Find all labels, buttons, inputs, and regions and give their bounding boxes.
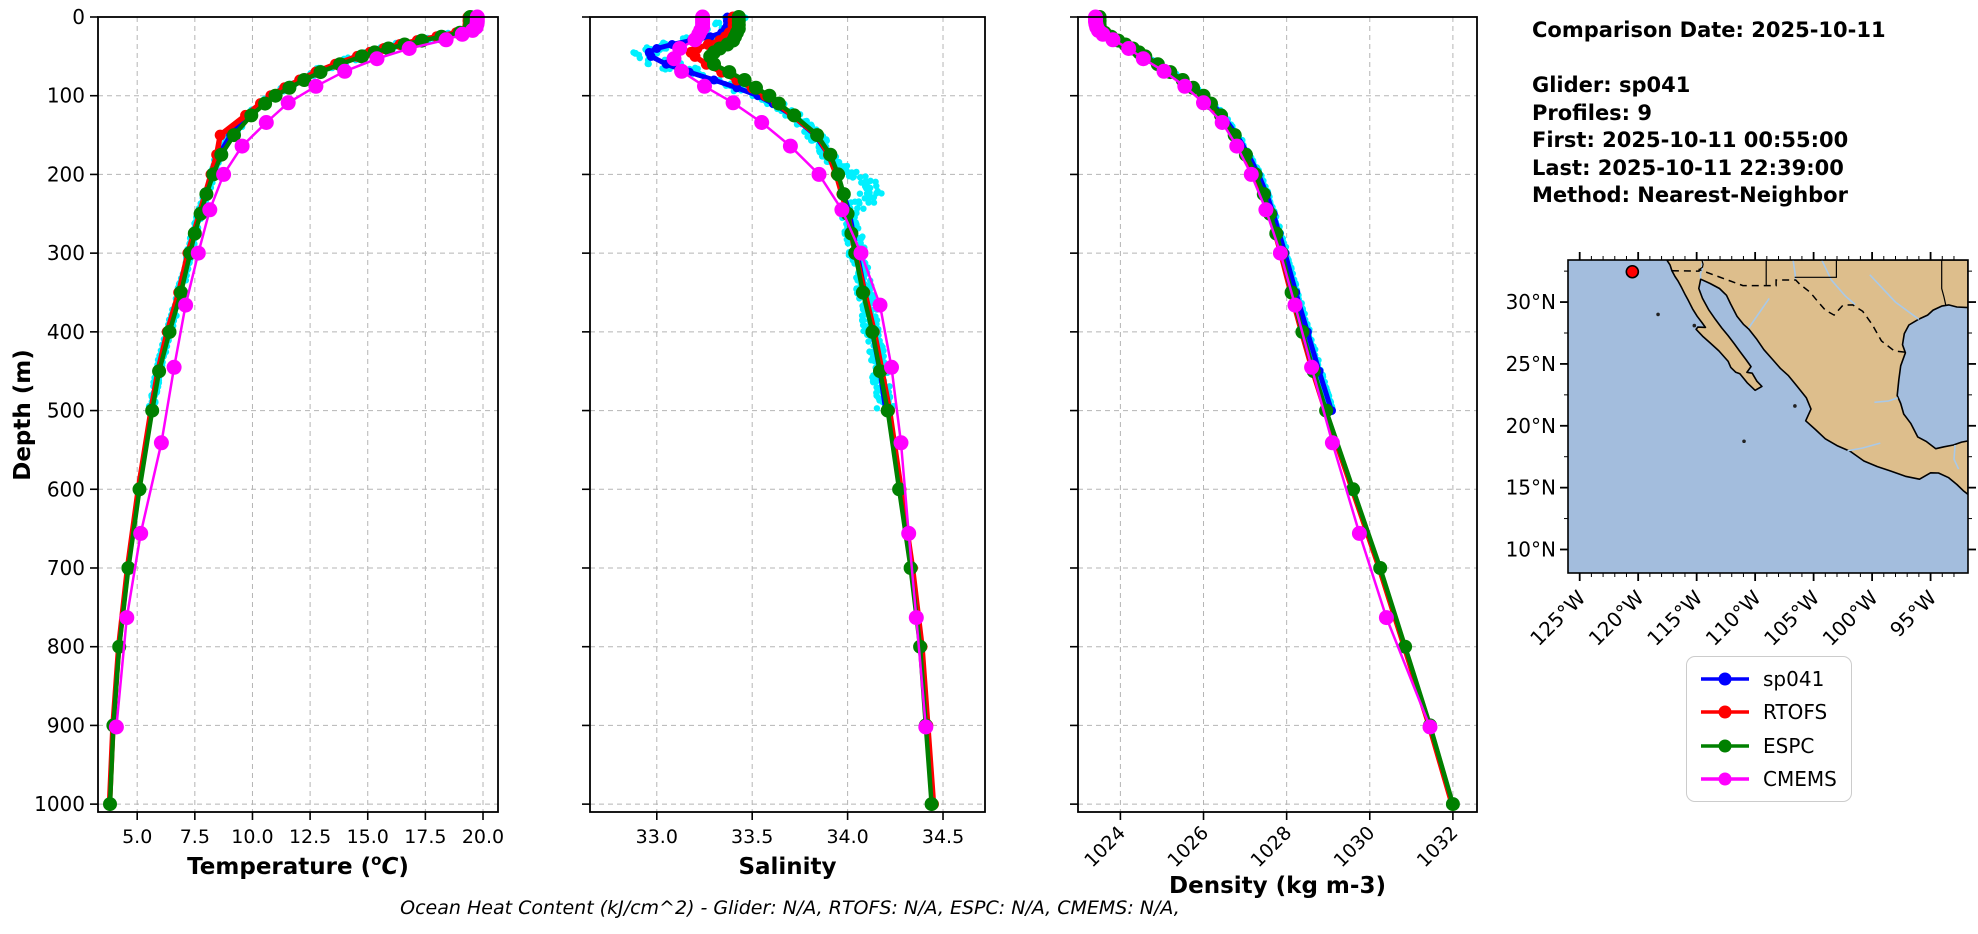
depth-axis-label: Depth (m) <box>10 349 36 481</box>
svg-text:17.5: 17.5 <box>404 826 446 848</box>
series-CMEMS <box>108 9 485 735</box>
svg-text:400: 400 <box>47 320 85 344</box>
legend: sp041 RTOFS ESPC CMEMS <box>1686 656 1852 802</box>
series-CMEMS <box>1088 9 1438 735</box>
glider-name: Glider: sp041 <box>1532 73 1691 97</box>
legend-label: ESPC <box>1763 733 1815 758</box>
density-panel: 1024 1026 1028 1030 1032 Density (kg m-3) <box>1070 9 1478 899</box>
density-axis-label: Density (kg m-3) <box>1169 873 1386 899</box>
legend-item-ESPC: ESPC <box>1699 734 1851 758</box>
river <box>1874 397 1899 404</box>
legend-label: sp041 <box>1763 666 1825 691</box>
svg-text:20°N: 20°N <box>1506 414 1556 438</box>
svg-text:1026: 1026 <box>1163 822 1213 872</box>
svg-text:30°N: 30°N <box>1506 290 1556 314</box>
svg-text:20.0: 20.0 <box>462 826 504 848</box>
series-sp041 <box>1093 12 1336 416</box>
state-border <box>1941 260 1947 306</box>
coastline <box>1666 260 1968 496</box>
series-CMEMS <box>666 9 934 735</box>
svg-text:10°N: 10°N <box>1506 537 1556 561</box>
legend-item-sp041: sp041 <box>1699 667 1851 691</box>
river <box>1953 444 1960 470</box>
svg-text:1024: 1024 <box>1080 822 1130 872</box>
svg-text:110°W: 110°W <box>1701 585 1766 650</box>
svg-text:105°W: 105°W <box>1759 585 1824 650</box>
svg-text:1032: 1032 <box>1413 822 1463 872</box>
profile-count: Profiles: 9 <box>1532 100 1653 125</box>
glider-info-block: Glider: sp041 Profiles: 9 First: 2025-10… <box>1532 72 1972 210</box>
first-profile-time: First: 2025-10-11 00:55:00 <box>1532 128 1849 152</box>
svg-text:95°W: 95°W <box>1885 585 1941 641</box>
legend-line-marker-icon <box>1701 772 1749 786</box>
state-border <box>1794 260 1837 278</box>
river <box>1821 260 1856 306</box>
svg-text:300: 300 <box>47 241 85 265</box>
legend-line-marker-icon <box>1701 705 1749 719</box>
salinity-axis-label: Salinity <box>738 854 836 880</box>
svg-text:100°W: 100°W <box>1818 585 1883 650</box>
method: Method: Nearest-Neighbor <box>1532 183 1848 207</box>
svg-text:100: 100 <box>47 84 85 108</box>
legend-item-CMEMS: CMEMS <box>1699 767 1851 791</box>
legend-label: RTOFS <box>1763 700 1828 725</box>
svg-text:15.0: 15.0 <box>347 826 389 848</box>
svg-text:120°W: 120°W <box>1584 585 1649 650</box>
map-frame <box>1567 259 1969 574</box>
salinity-panel: 33.0 33.5 34.0 34.5 Salinity <box>582 9 986 880</box>
svg-text:115°W: 115°W <box>1642 585 1707 650</box>
svg-text:800: 800 <box>47 635 85 659</box>
legend-item-RTOFS: RTOFS <box>1699 700 1851 724</box>
last-profile-time: Last: 2025-10-11 22:39:00 <box>1532 155 1844 180</box>
legend-line-marker-icon <box>1701 672 1749 686</box>
temperature-panel: 5.0 7.5 10.0 12.5 15.0 17.5 20.0 0 100 200 300 400 5… <box>34 5 504 880</box>
series-ESPC <box>103 10 478 812</box>
svg-text:200: 200 <box>47 162 85 186</box>
svg-text:0: 0 <box>72 5 85 29</box>
glider-raw-scatter <box>630 14 897 412</box>
temperature-axis-label: Temperature (oC) <box>187 851 409 880</box>
state-border <box>1698 260 1704 271</box>
svg-text:7.5: 7.5 <box>180 826 210 848</box>
legend-label: CMEMS <box>1763 767 1837 792</box>
svg-text:1028: 1028 <box>1246 822 1296 872</box>
svg-text:5.0: 5.0 <box>122 826 152 848</box>
svg-text:34.5: 34.5 <box>922 826 964 848</box>
river <box>1869 274 1920 321</box>
legend-line-marker-icon <box>1701 739 1749 753</box>
svg-text:15°N: 15°N <box>1506 476 1556 500</box>
svg-text:33.0: 33.0 <box>636 826 678 848</box>
svg-text:1030: 1030 <box>1330 822 1380 872</box>
svg-text:600: 600 <box>47 477 85 501</box>
ohc-annotation: Ocean Heat Content (kJ/cm^2) - Glider: N… <box>400 897 1180 919</box>
svg-text:900: 900 <box>47 713 85 737</box>
river <box>1847 442 1881 452</box>
svg-text:25°N: 25°N <box>1506 352 1556 376</box>
us-mexico-border <box>1671 268 1906 353</box>
comparison-date: Comparison Date: 2025-10-11 <box>1532 18 1886 42</box>
island <box>1692 323 1697 328</box>
svg-text:12.5: 12.5 <box>289 826 331 848</box>
island <box>1793 404 1797 408</box>
svg-text:10.0: 10.0 <box>231 826 273 848</box>
island <box>1656 312 1660 317</box>
profile-plots: 5.0 7.5 10.0 12.5 15.0 17.5 20.0 0 100 200 300 400 5… <box>10 5 1478 899</box>
gulf-of-mexico <box>1896 304 1968 450</box>
svg-text:33.5: 33.5 <box>731 826 773 848</box>
island <box>1742 439 1746 444</box>
river <box>1748 297 1770 329</box>
svg-text:700: 700 <box>47 556 85 580</box>
svg-text:125°W: 125°W <box>1525 585 1590 650</box>
map-area <box>1568 260 1968 573</box>
glider-raw-scatter <box>1089 13 1336 412</box>
glider-location-marker <box>1625 264 1640 279</box>
svg-text:34.0: 34.0 <box>826 826 868 848</box>
svg-text:500: 500 <box>47 399 85 423</box>
svg-text:1000: 1000 <box>34 792 85 816</box>
